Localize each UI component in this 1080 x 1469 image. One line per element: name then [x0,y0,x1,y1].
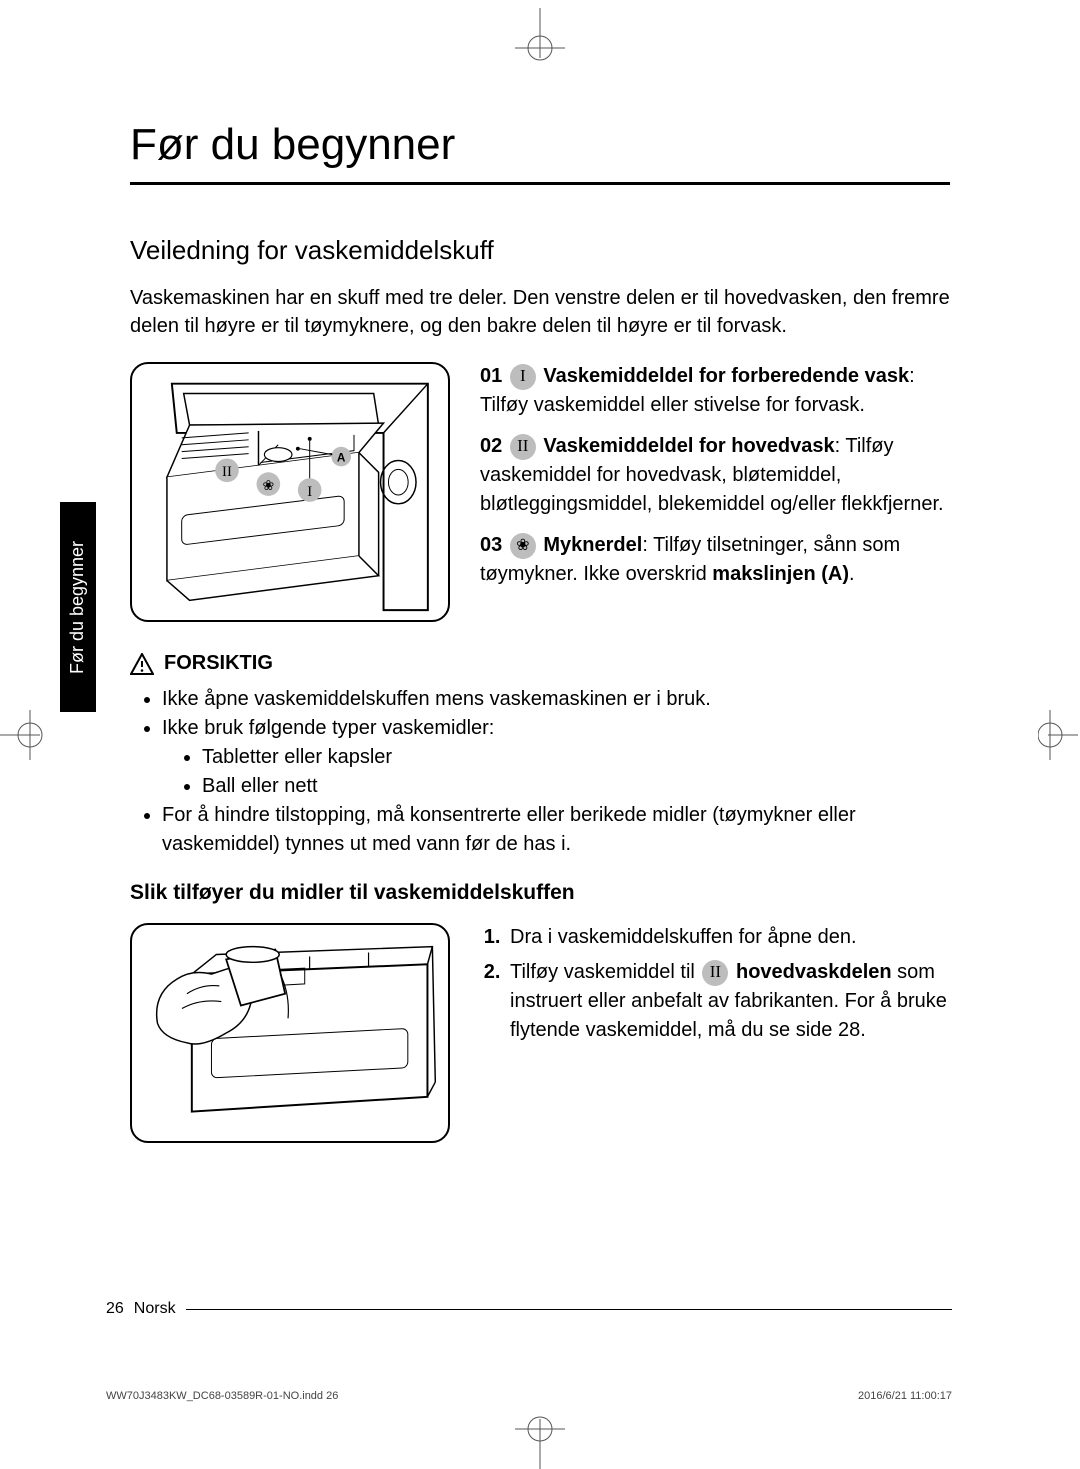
compartment-list: 01 I Vaskemiddeldel for forberedende vas… [480,362,950,622]
crop-mark-left [0,705,50,765]
caution-subitem: Ball eller nett [202,772,950,801]
caution-list: Ikke åpne vaskemiddelskuffen mens vaskem… [130,685,950,859]
svg-text:❀: ❀ [263,478,275,493]
page-footer: 26 Norsk [106,1300,952,1318]
intro-text: Vaskemaskinen har en skuff med tre deler… [130,284,950,340]
crop-mark-bottom [510,1409,570,1469]
page-number: 26 [106,1300,124,1318]
crop-mark-top [510,8,570,68]
svg-text:A: A [337,450,346,464]
pour-diagram [130,923,450,1143]
caution-item: Ikke bruk følgende typer vaskemidler: Ta… [162,714,950,801]
roman-two-icon: II [702,960,728,986]
crop-mark-right [1038,705,1078,765]
caution-item: Ikke åpne vaskemiddelskuffen mens vaskem… [162,685,950,714]
howto-step: Dra i vaskemiddelskuffen for åpne den. [506,923,950,952]
compartment-item-2: 02 II Vaskemiddeldel for hovedvask: Tilf… [480,432,950,519]
caution-label: FORSIKTIG [164,652,273,675]
caution-item: For å hindre tilstopping, må konsentrert… [162,801,950,859]
side-tab: Før du begynner [60,502,96,712]
howto-heading: Slik tilføyer du midler til vaskemiddels… [130,881,950,905]
print-date: 2016/6/21 11:00:17 [858,1390,952,1402]
caution-subitem: Tabletter eller kapsler [202,743,950,772]
warning-icon [130,653,154,675]
print-file: WW70J3483KW_DC68-03589R-01-NO.indd 26 [106,1390,338,1402]
howto-step: Tilføy vaskemiddel til II hovedvaskdelen… [506,958,950,1045]
svg-text:II: II [222,464,232,480]
page-title: Før du begynner [130,120,950,185]
section-heading: Veiledning for vaskemiddelskuff [130,235,950,266]
howto-steps: Dra i vaskemiddelskuffen for åpne den. T… [480,923,950,1143]
footer-lang: Norsk [134,1300,176,1318]
compartment-item-1: 01 I Vaskemiddeldel for forberedende vas… [480,362,950,420]
flower-icon: ❀ [510,533,536,559]
print-metadata: WW70J3483KW_DC68-03589R-01-NO.indd 26 20… [106,1390,952,1402]
compartment-item-3: 03 ❀ Myknerdel: Tilføy tilsetninger, sån… [480,531,950,589]
roman-one-icon: I [510,364,536,390]
drawer-diagram: II I A ❀ [130,362,450,622]
svg-text:I: I [307,484,312,500]
caution-header: FORSIKTIG [130,652,950,675]
roman-two-icon: II [510,434,536,460]
side-tab-label: Før du begynner [68,540,89,673]
footer-rule [186,1309,952,1310]
